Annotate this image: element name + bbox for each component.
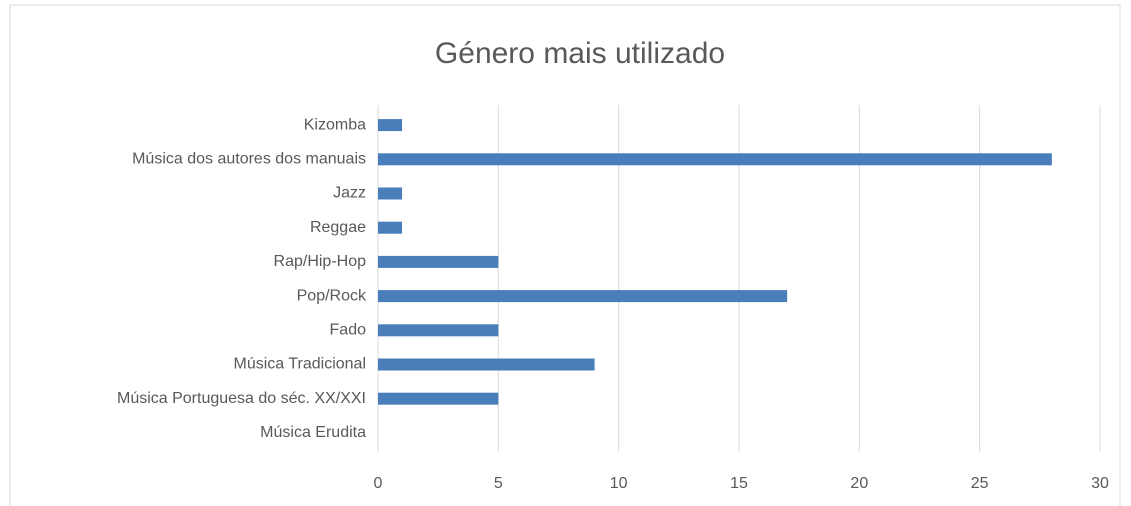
bar [378,358,595,371]
y-tick-label: Música Tradicional [234,356,367,373]
y-tick-label: Reggae [310,219,366,236]
bar [378,119,403,132]
bar [378,221,403,234]
x-tick-label: 30 [1091,475,1109,492]
bar [378,255,499,268]
chart-title: Género mais utilizado [435,37,725,70]
x-tick-label: 25 [971,475,989,492]
bar [378,187,403,200]
x-tick-label: 15 [730,475,748,492]
x-tick-label: 10 [610,475,628,492]
y-tick-label: Música Erudita [260,424,366,441]
y-tick-label: Música Portuguesa do séc. XX/XXI [117,390,366,407]
x-tick-label: 0 [374,475,383,492]
y-tick-label: Rap/Hip-Hop [274,253,367,270]
x-tick-label: 20 [850,475,868,492]
bar [378,153,1052,166]
y-tick-label: Kizomba [304,116,366,133]
bar [378,324,499,337]
chart-frame [9,4,1121,506]
y-tick-label: Fado [330,322,367,339]
bar [378,392,499,405]
y-tick-label: Música dos autores dos manuais [132,151,366,168]
x-tick-label: 5 [494,475,503,492]
y-tick-label: Jazz [333,185,366,202]
bar [378,290,788,303]
y-tick-label: Pop/Rock [297,287,367,304]
